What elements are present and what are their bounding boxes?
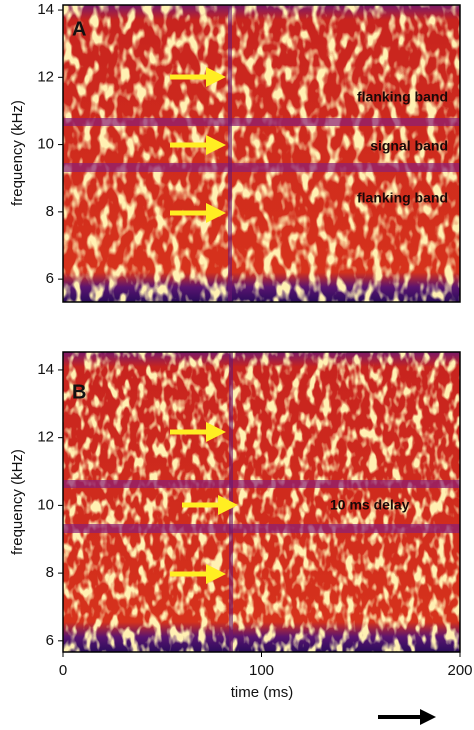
arrows: [170, 422, 238, 584]
arrows: [170, 67, 226, 223]
annotation: 10 ms delay: [330, 497, 410, 513]
y-axis-label: frequency (kHz): [9, 449, 26, 555]
x-tick-label: 200: [447, 662, 472, 679]
y-tick-label: 14: [37, 1, 54, 18]
x-tick-label: 0: [59, 662, 67, 679]
y-tick-label: 10: [37, 136, 54, 153]
y-tick-label: 12: [37, 68, 54, 85]
panel-label: B: [72, 381, 86, 403]
annotation: flanking band: [357, 190, 448, 206]
y-tick-label: 6: [46, 270, 54, 287]
y-tick-label: 14: [37, 361, 54, 378]
panel-label: A: [72, 18, 86, 40]
y-tick-label: 8: [46, 203, 54, 220]
spectrogram-a: [62, 4, 461, 303]
x-axis-label: time (ms): [231, 684, 294, 701]
annotation: signal band: [370, 138, 448, 154]
y-tick-label: 10: [37, 496, 54, 513]
y-axis-label: frequency (kHz): [9, 100, 26, 206]
x-tick-label: 100: [249, 662, 274, 679]
y-tick-label: 8: [46, 564, 54, 581]
y-tick-label: 6: [46, 632, 54, 649]
y-tick-label: 12: [37, 429, 54, 446]
spectrogram-b: [62, 351, 461, 653]
annotation: flanking band: [357, 89, 448, 105]
